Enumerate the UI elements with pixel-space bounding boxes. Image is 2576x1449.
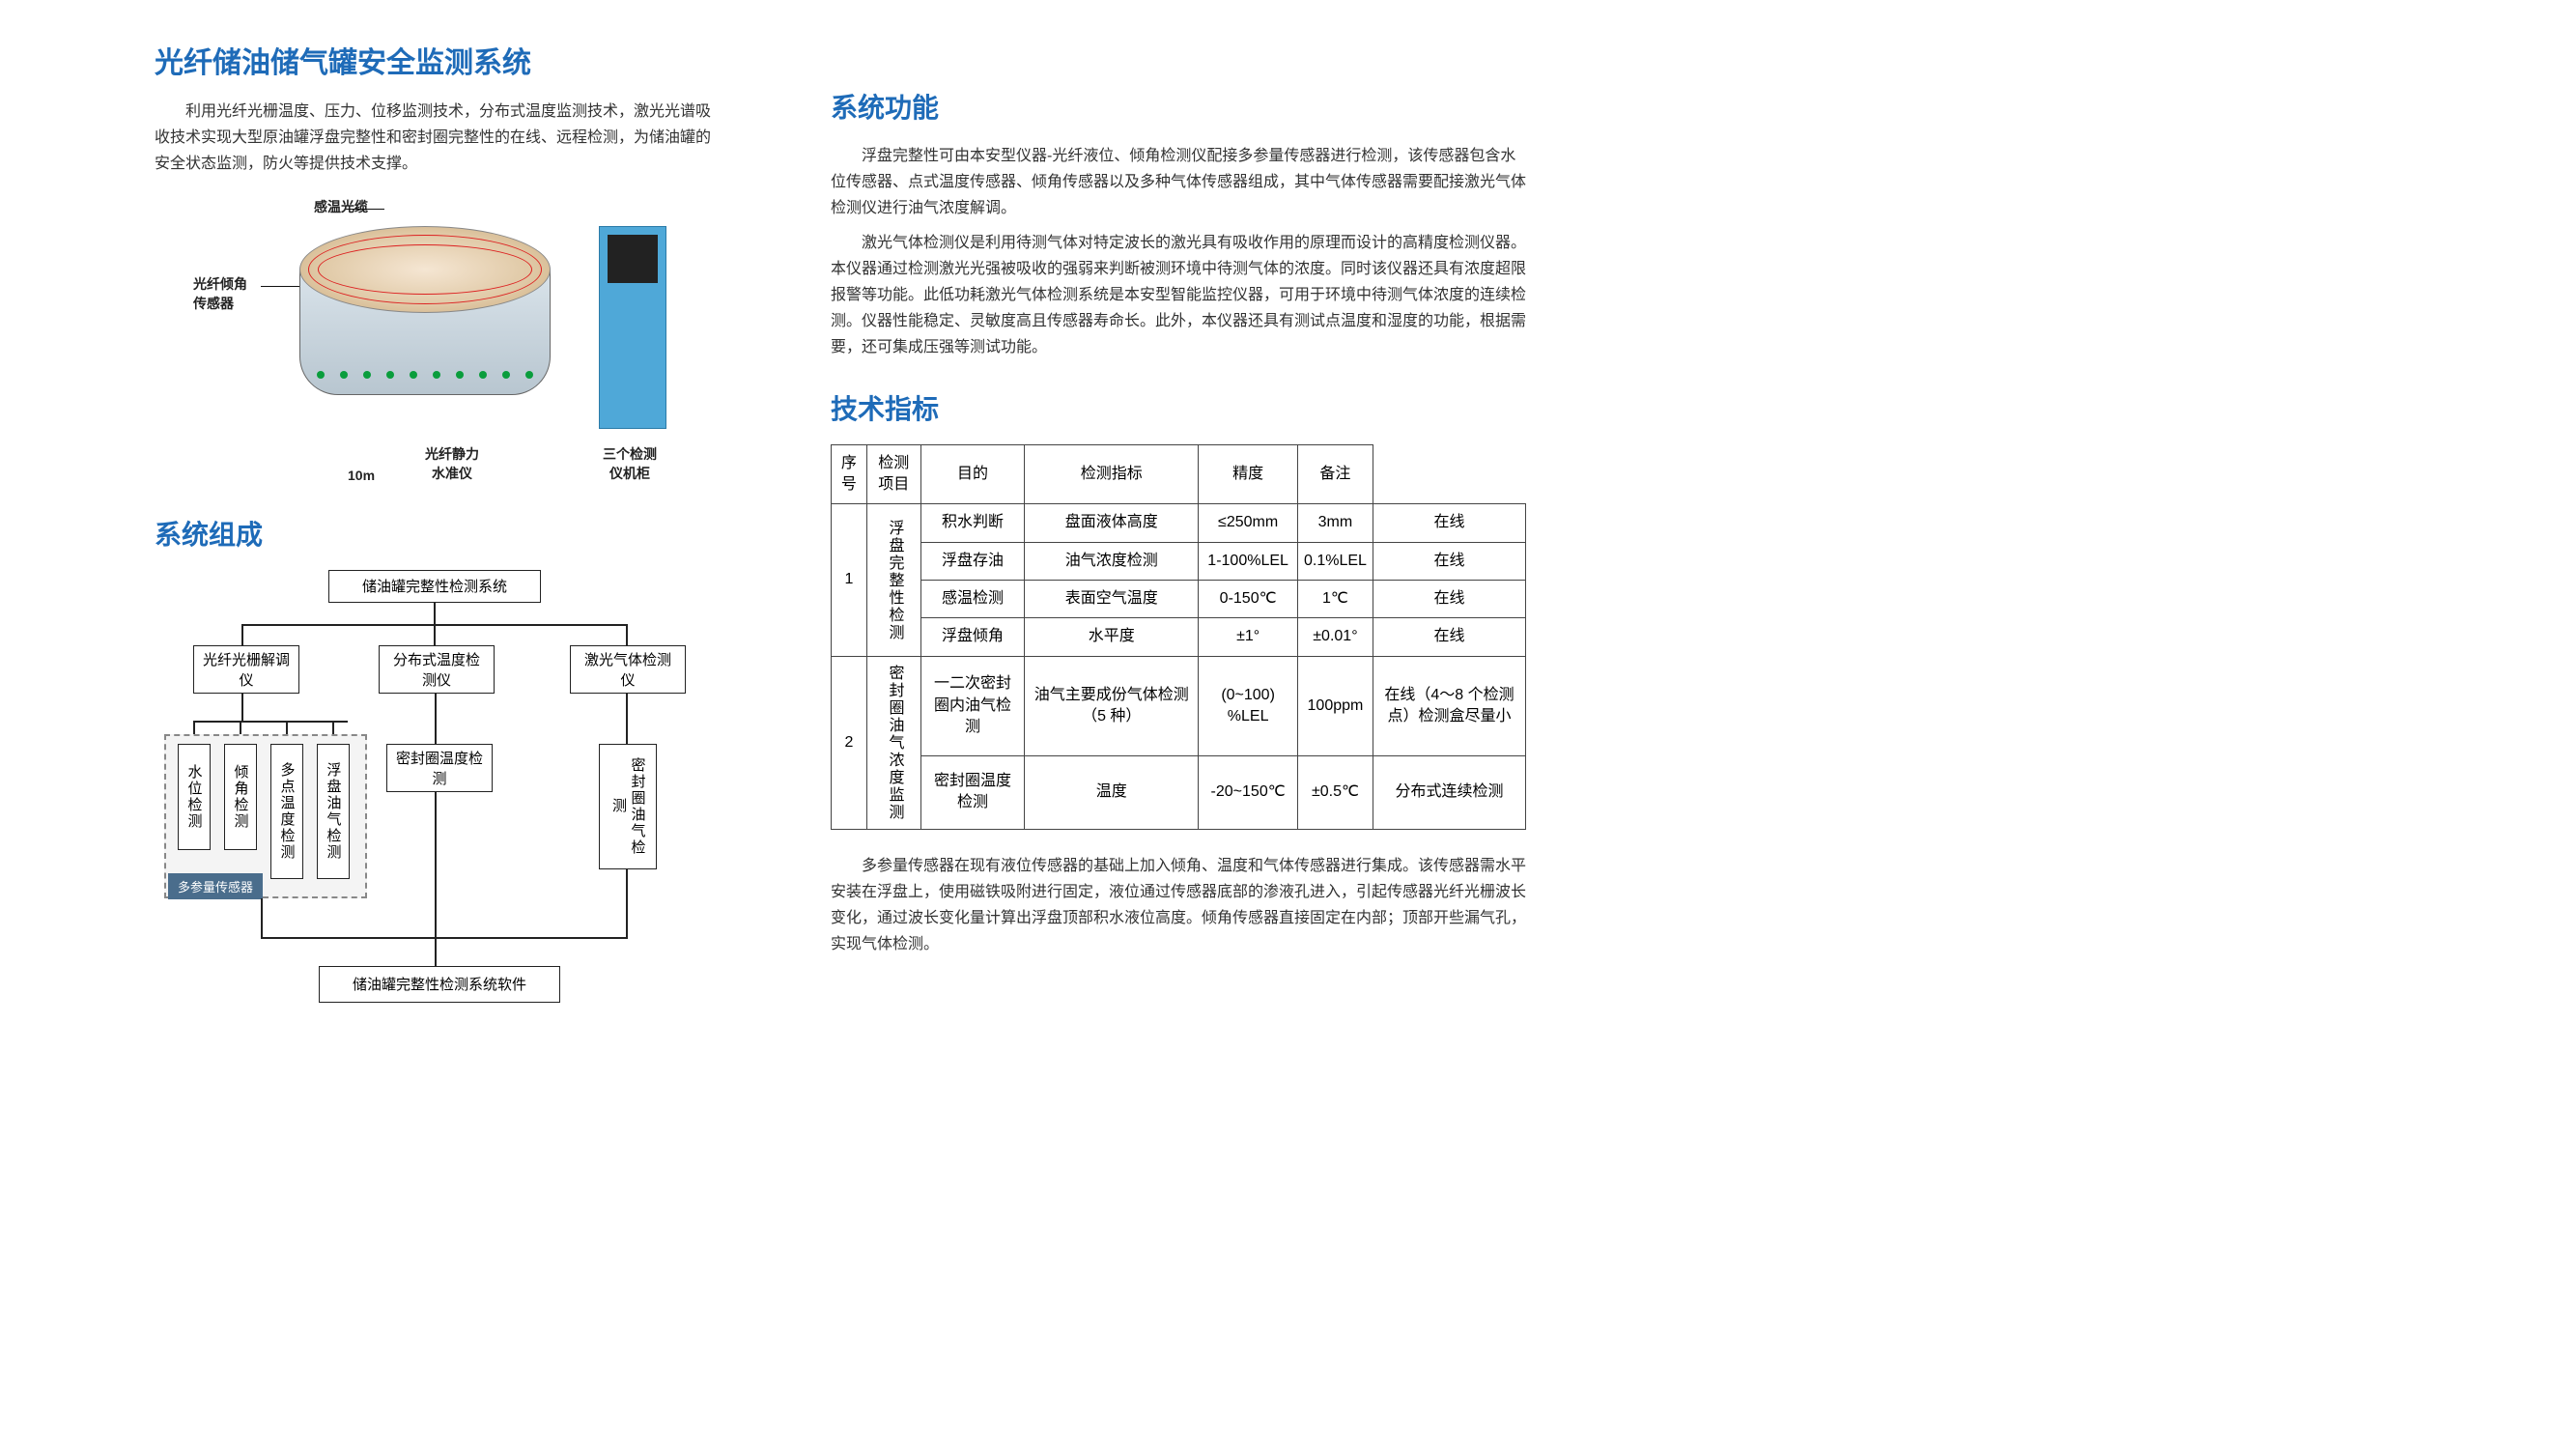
intro-paragraph: 利用光纤光栅温度、压力、位移监测技术，分布式温度监测技术，激光光谱吸收技术实现大… bbox=[155, 99, 715, 178]
table-row: 1 浮盘完整性检测 积水判断 盘面液体高度 ≤250mm 3mm 在线 bbox=[832, 504, 1526, 542]
th-purpose: 目的 bbox=[920, 444, 1025, 504]
flow-l2b: 密封圈温度检测 bbox=[386, 744, 493, 792]
table-row: 密封圈温度检测温度-20~150℃±0.5℃分布式连续检测 bbox=[832, 756, 1526, 830]
th-metric: 检测指标 bbox=[1025, 444, 1199, 504]
flowchart: 储油罐完整性检测系统 光纤光栅解调仪 分布式温度检测仪 激光气体检测仪 水位检测… bbox=[155, 570, 695, 1034]
table-header-row: 序号 检测项目 目的 检测指标 精度 备注 bbox=[832, 444, 1526, 504]
flow-l2c: 密封圈油气检测 bbox=[599, 744, 657, 869]
flow-l1-2: 激光气体检测仪 bbox=[570, 645, 686, 694]
label-scale: 10m bbox=[348, 468, 375, 483]
cell-seq-1: 1 bbox=[832, 504, 867, 657]
left-column: 光纤储油储气罐安全监测系统 利用光纤光栅温度、压力、位移监测技术，分布式温度监测… bbox=[155, 39, 715, 1410]
heading-spec: 技术指标 bbox=[831, 388, 1526, 427]
table-row: 2 密封圈油气浓度监测 一二次密封圈内油气检测 油气主要成份气体检测（5 种） … bbox=[832, 656, 1526, 755]
cell-seq-2: 2 bbox=[832, 656, 867, 829]
table-row: 感温检测表面空气温度0-150℃1℃在线 bbox=[832, 581, 1526, 618]
flow-l2a-2: 多点温度检测 bbox=[270, 744, 303, 879]
th-precision: 精度 bbox=[1199, 444, 1298, 504]
flow-l1-1: 分布式温度检测仪 bbox=[379, 645, 495, 694]
table-row: 浮盘存油油气浓度检测1-100%LEL0.1%LEL在线 bbox=[832, 542, 1526, 580]
th-seq: 序号 bbox=[832, 444, 867, 504]
th-note: 备注 bbox=[1297, 444, 1373, 504]
heading-function: 系统功能 bbox=[831, 87, 1526, 126]
heading-compose: 系统组成 bbox=[155, 514, 715, 553]
right-column: 系统功能 浮盘完整性可由本安型仪器-光纤液位、倾角检测仪配接多参量传感器进行检测… bbox=[831, 39, 1526, 1410]
label-tilt-sensor: 光纤倾角 传感器 bbox=[193, 274, 247, 313]
label-cable: 感温光缆 bbox=[314, 197, 368, 216]
instrument-cabinet bbox=[599, 226, 666, 429]
flow-l2a-3: 浮盘油气检测 bbox=[317, 744, 350, 879]
flow-l2a-0: 水位检测 bbox=[178, 744, 211, 850]
tail-paragraph: 多参量传感器在现有液位传感器的基础上加入倾角、温度和气体传感器进行集成。该传感器… bbox=[831, 853, 1526, 958]
label-cabinet: 三个检测 仪机柜 bbox=[603, 444, 657, 483]
spec-table: 序号 检测项目 目的 检测指标 精度 备注 1 浮盘完整性检测 积水判断 盘面液… bbox=[831, 444, 1526, 830]
cell-proj-1: 浮盘完整性检测 bbox=[866, 504, 920, 657]
func-paragraph-2: 激光气体检测仪是利用待测气体对特定波长的激光具有吸收作用的原理而设计的高精度检测… bbox=[831, 230, 1526, 361]
flow-software: 储油罐完整性检测系统软件 bbox=[319, 966, 560, 1003]
func-paragraph-1: 浮盘完整性可由本安型仪器-光纤液位、倾角检测仪配接多参量传感器进行检测，该传感器… bbox=[831, 143, 1526, 222]
flow-root: 储油罐完整性检测系统 bbox=[328, 570, 541, 603]
multi-sensor-badge: 多参量传感器 bbox=[168, 873, 263, 899]
tank-diagram: 感温光缆 光纤倾角 传感器 10m 光纤静力 水准仪 三个检测 仪机柜 bbox=[184, 197, 686, 487]
table-row: 浮盘倾角水平度±1°±0.01°在线 bbox=[832, 618, 1526, 656]
tank-top bbox=[299, 226, 551, 313]
flow-l2a-1: 倾角检测 bbox=[224, 744, 257, 850]
page-title: 光纤储油储气罐安全监测系统 bbox=[155, 39, 715, 81]
cell-proj-2: 密封圈油气浓度监测 bbox=[866, 656, 920, 829]
label-level: 光纤静力 水准仪 bbox=[425, 444, 479, 483]
tank-sensor-dots bbox=[309, 371, 541, 383]
flow-l1-0: 光纤光栅解调仪 bbox=[193, 645, 299, 694]
th-proj: 检测项目 bbox=[866, 444, 920, 504]
